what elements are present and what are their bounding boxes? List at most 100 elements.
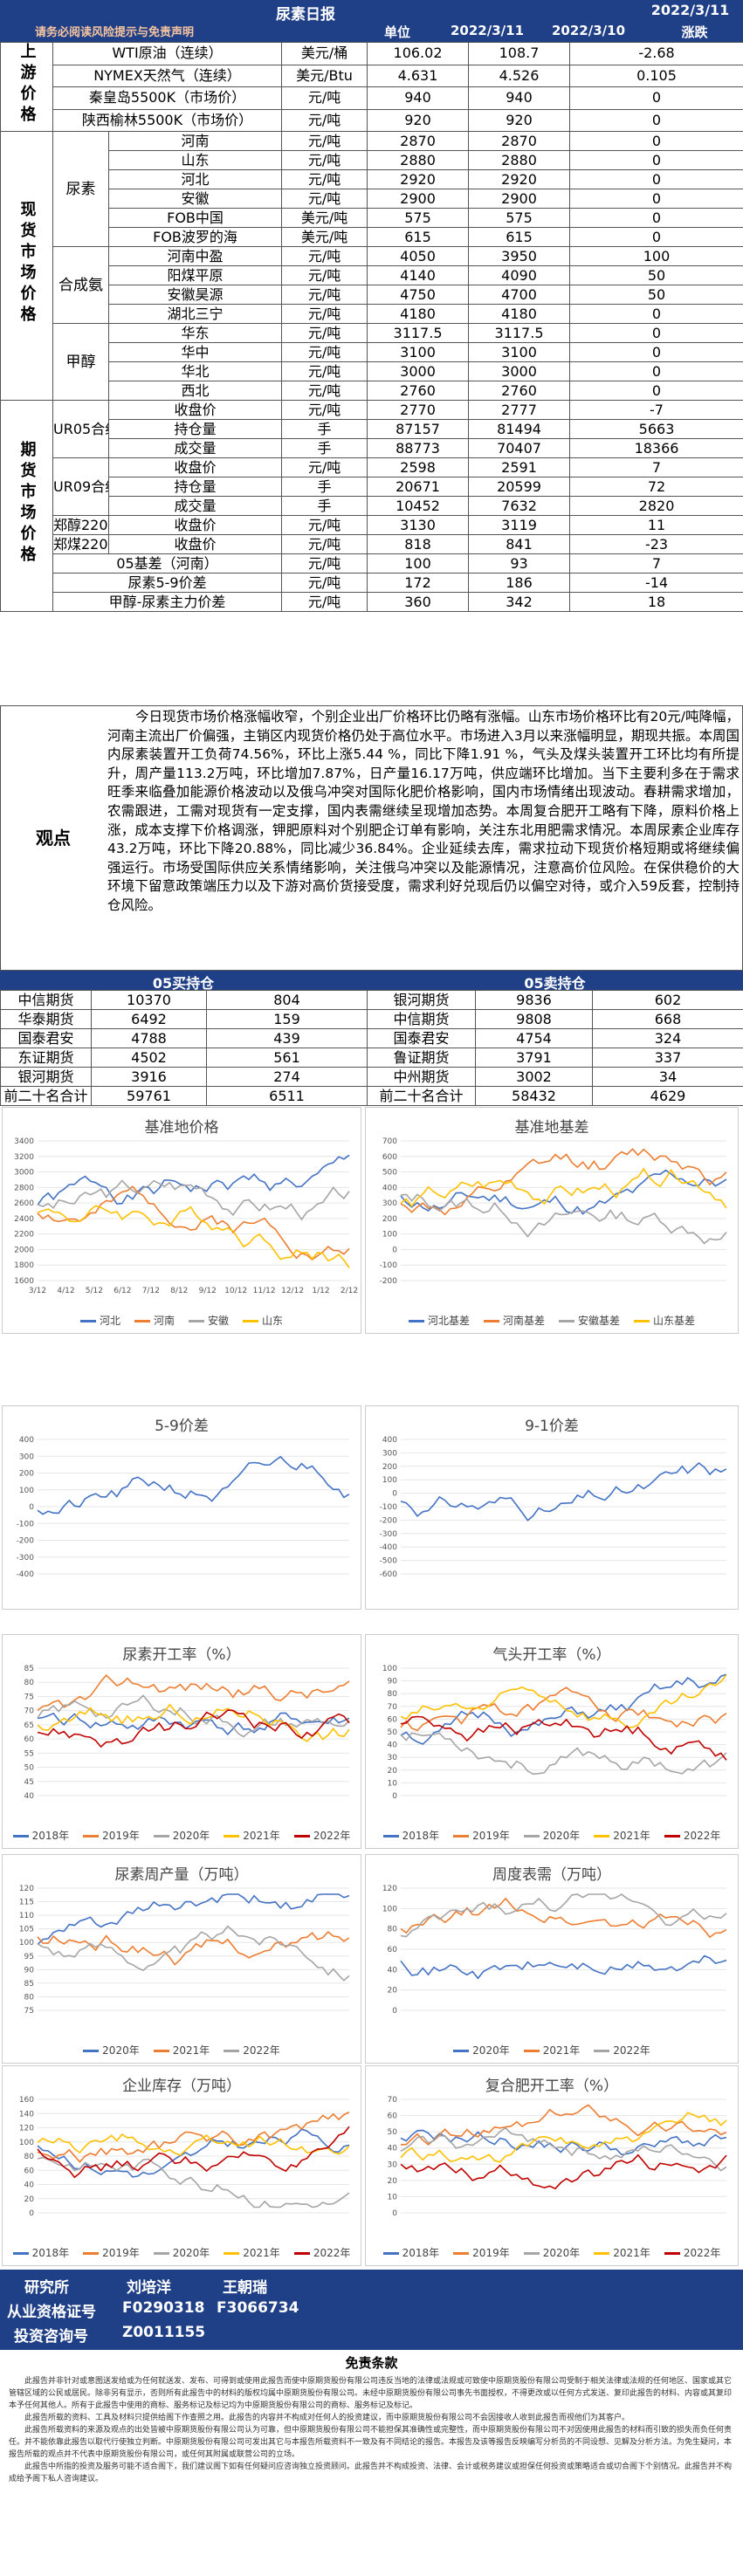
section-label-text: 上游价格 <box>17 43 37 127</box>
chart-plot: 70 60 50 40 30 20 10 0 <box>388 2096 727 2218</box>
legend-item: 2021年 <box>224 2247 280 2259</box>
item-name: 华中 <box>107 342 283 362</box>
buy-broker: 华泰期货 <box>0 1009 92 1029</box>
series-line <box>400 1167 727 1209</box>
view-text: 今日现货市场价格涨幅收窄，个别企业出厂价格环比仍略有涨幅。山东市场价格环比有20… <box>107 709 740 913</box>
section-label-text: 期货市场价格 <box>17 441 37 567</box>
legend-swatch-icon <box>153 2050 169 2052</box>
legend-item: 2021年 <box>594 1830 650 1842</box>
chart-plot: 400 300 200 100 0 -100 -200 -300 -400 <box>17 1436 350 1579</box>
y-tick-label: 60 <box>388 2112 398 2121</box>
legend-swatch-icon <box>523 2050 540 2052</box>
y-tick-label: 60 <box>388 1946 398 1954</box>
item-name: 持仓量 <box>107 477 283 497</box>
value-prev: 3117.5 <box>468 323 571 343</box>
legend-swatch-icon <box>559 1320 574 1322</box>
value-prev: 2591 <box>468 457 571 477</box>
legend-item: 2020年 <box>83 2044 140 2057</box>
series-line <box>400 1193 727 1245</box>
y-tick-label: 70 <box>24 1707 35 1716</box>
y-tick-label: -100 <box>17 1520 35 1528</box>
series-line <box>37 1703 350 1742</box>
sell-change: 4629 <box>592 1086 743 1106</box>
value-prev: 4700 <box>468 285 571 305</box>
position-row: 东证期货 4502 561 鲁证期货 3791 337 <box>0 1048 743 1068</box>
section-label: 期货市场价格 <box>0 400 53 612</box>
disclaimer-para-1: 此报告并非针对或意图送发给或为任何就送发、发布、可得到或使用此报告而使中原期货股… <box>9 2377 733 2410</box>
view-section: 观点 今日现货市场价格涨幅收窄，个别企业出厂价格环比仍略有涨幅。山东市场价格环比… <box>0 705 743 971</box>
group-label: 甲醇 <box>52 323 109 401</box>
value-change: 0 <box>569 304 743 324</box>
y-tick-label: 55 <box>24 1749 34 1758</box>
qualification-1: F0290318 <box>122 2299 205 2317</box>
positions-header: 05买持仓 05卖持仓 <box>0 971 743 992</box>
series-line <box>400 1674 727 1728</box>
value-today: 88773 <box>367 438 470 458</box>
item-name: WTI原油（连续） <box>52 42 283 65</box>
x-tick-label: 11/12 <box>253 1287 276 1295</box>
legend-swatch-icon <box>134 1320 150 1322</box>
x-tick-label: 1/12 <box>312 1287 329 1295</box>
y-tick-label: 40 <box>388 2145 398 2154</box>
unit-cell: 手 <box>281 477 368 497</box>
y-tick-label: 115 <box>19 1899 34 1907</box>
series-line <box>37 2111 350 2163</box>
value-today: 3130 <box>367 515 470 535</box>
buy-volume: 3916 <box>91 1067 207 1087</box>
y-tick-label: 0 <box>29 2209 34 2218</box>
legend-swatch-icon <box>523 2252 540 2255</box>
x-tick-label: 2/12 <box>341 1287 358 1295</box>
y-tick-label: 120 <box>19 2125 34 2133</box>
legend-item: 2021年 <box>594 2247 650 2259</box>
y-tick-label: 3400 <box>14 1137 34 1146</box>
y-tick-label: 120 <box>382 1885 397 1893</box>
researcher-name-2: 王朝瑞 <box>223 2279 267 2297</box>
value-change: 7 <box>569 553 743 574</box>
buy-volume: 10370 <box>91 990 207 1010</box>
y-tick-label: 100 <box>19 1487 34 1495</box>
value-today: 20671 <box>367 477 470 497</box>
value-today: 87157 <box>367 419 470 439</box>
value-prev: 920 <box>468 108 571 132</box>
legend-item: 安徽 <box>189 1315 229 1327</box>
item-name: 河南 <box>107 131 283 151</box>
value-prev: 3950 <box>468 246 571 266</box>
y-tick-label: 140 <box>19 2110 34 2119</box>
y-tick-label: 75 <box>24 2007 34 2016</box>
chart-plot: 700 600 500 400 300 200 100 0 -100 -200 <box>380 1137 727 1286</box>
legend-item: 山东基差 <box>634 1315 695 1327</box>
sell-broker: 中州期货 <box>367 1067 476 1087</box>
item-name: NYMEX天然气（连续） <box>52 64 283 87</box>
y-tick-label: 2200 <box>14 1231 34 1240</box>
y-tick-label: 30 <box>388 2160 398 2169</box>
item-name: 05基差（河南） <box>52 553 283 574</box>
group-label: 郑煤2205 <box>52 534 109 554</box>
chart-legend: 2018年 2019年 2020年 2021年 2022年 <box>366 1828 738 1843</box>
legend-swatch-icon <box>224 1835 240 1838</box>
buy-broker: 东证期货 <box>0 1048 92 1068</box>
item-name: 成交量 <box>107 496 283 516</box>
buy-change: 561 <box>206 1048 368 1068</box>
item-name: 收盘价 <box>107 515 283 535</box>
item-name: 西北 <box>107 381 283 401</box>
upstream-row: 陕西榆林5500K（市场价） 元/吨 920 920 0 <box>1 108 743 132</box>
sell-volume: 9836 <box>475 990 593 1010</box>
legend-swatch-icon <box>594 2252 610 2255</box>
y-tick-label: 80 <box>388 1926 398 1934</box>
sell-broker: 银河期货 <box>367 990 476 1010</box>
value-today: 4180 <box>367 304 470 324</box>
unit-cell: 美元/吨 <box>281 227 368 247</box>
value-prev: 4180 <box>468 304 571 324</box>
sell-change: 602 <box>592 990 743 1010</box>
chart-c7: 尿素周产量（万吨） 120 115 110 105 100 95 90 85 80 75 2020年 2… <box>2 1854 361 2064</box>
legend-swatch-icon <box>664 1835 680 1838</box>
series-line <box>400 1461 727 1522</box>
unit-cell: 元/吨 <box>281 246 368 266</box>
item-name: 安徽 <box>107 189 283 209</box>
y-tick-label: 80 <box>24 1679 35 1687</box>
item-name: 持仓量 <box>107 419 283 439</box>
position-row: 华泰期货 6492 159 中信期货 9808 668 <box>0 1009 743 1029</box>
y-tick-label: 400 <box>382 1184 397 1192</box>
value-prev: 342 <box>468 592 571 612</box>
series-line <box>37 1179 350 1221</box>
